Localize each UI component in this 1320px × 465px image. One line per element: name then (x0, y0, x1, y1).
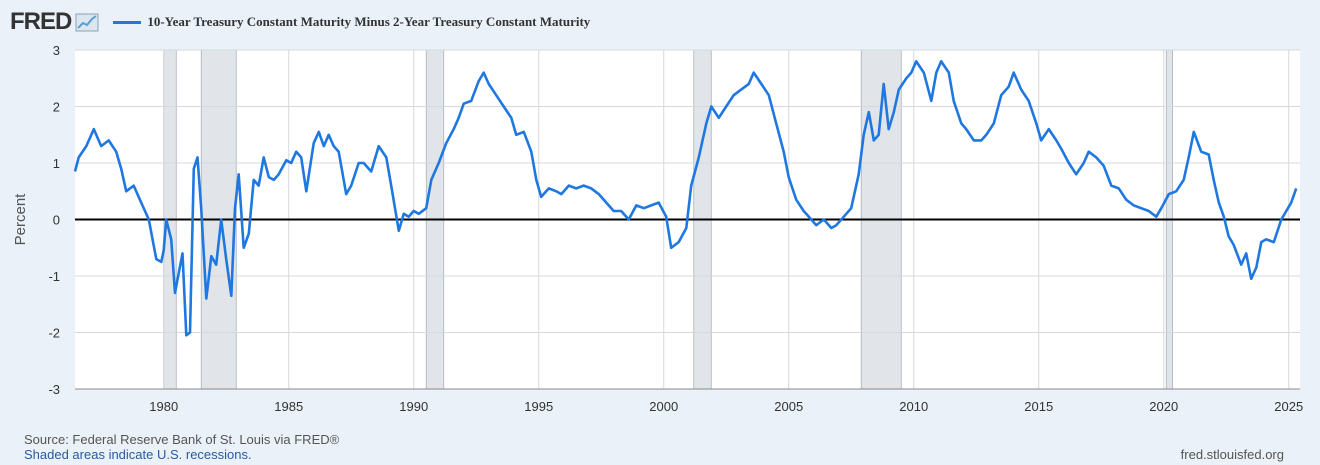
y-tick-label: -2 (48, 326, 60, 341)
y-axis-label: Percent (12, 193, 29, 246)
y-tick-label: 0 (53, 213, 60, 228)
series-line (73, 60, 1298, 337)
x-tick-label: 2020 (1149, 399, 1178, 414)
x-tick-label: 2005 (774, 399, 803, 414)
x-tick-label: 2015 (1024, 399, 1053, 414)
y-tick-label: 3 (53, 43, 60, 58)
y-tick-label: -3 (48, 382, 60, 397)
legend-label[interactable]: 10-Year Treasury Constant Maturity Minus… (147, 14, 591, 29)
recessions-note: Shaded areas indicate U.S. recessions. (24, 447, 252, 462)
x-tick-label: 2000 (649, 399, 678, 414)
chart-header: FRED 10-Year Treasury Constant Maturity … (10, 8, 590, 36)
y-tick-label: 2 (53, 100, 60, 115)
y-tick-label: -1 (48, 269, 60, 284)
chart-footer: Source: Federal Reserve Bank of St. Loui… (24, 432, 339, 462)
x-tick-label: 2010 (899, 399, 928, 414)
y-tick-label: 1 (53, 156, 60, 171)
fred-url[interactable]: fred.stlouisfed.org (1180, 447, 1284, 462)
line-chart: -3 -2 -1 0 1 2 3 1980 1985 1990 1995 2000 2005 2010 20… (12, 43, 1303, 414)
trend-chart-icon (75, 13, 99, 32)
x-tick-label: 1985 (274, 399, 303, 414)
x-tick-label: 2025 (1274, 399, 1303, 414)
legend-swatch (113, 20, 142, 24)
x-tick-label: 1990 (399, 399, 428, 414)
fred-logo[interactable]: FRED (10, 8, 72, 35)
x-tick-label: 1980 (149, 399, 178, 414)
source-note: Source: Federal Reserve Bank of St. Loui… (24, 432, 340, 447)
x-tick-label: 1995 (524, 399, 553, 414)
